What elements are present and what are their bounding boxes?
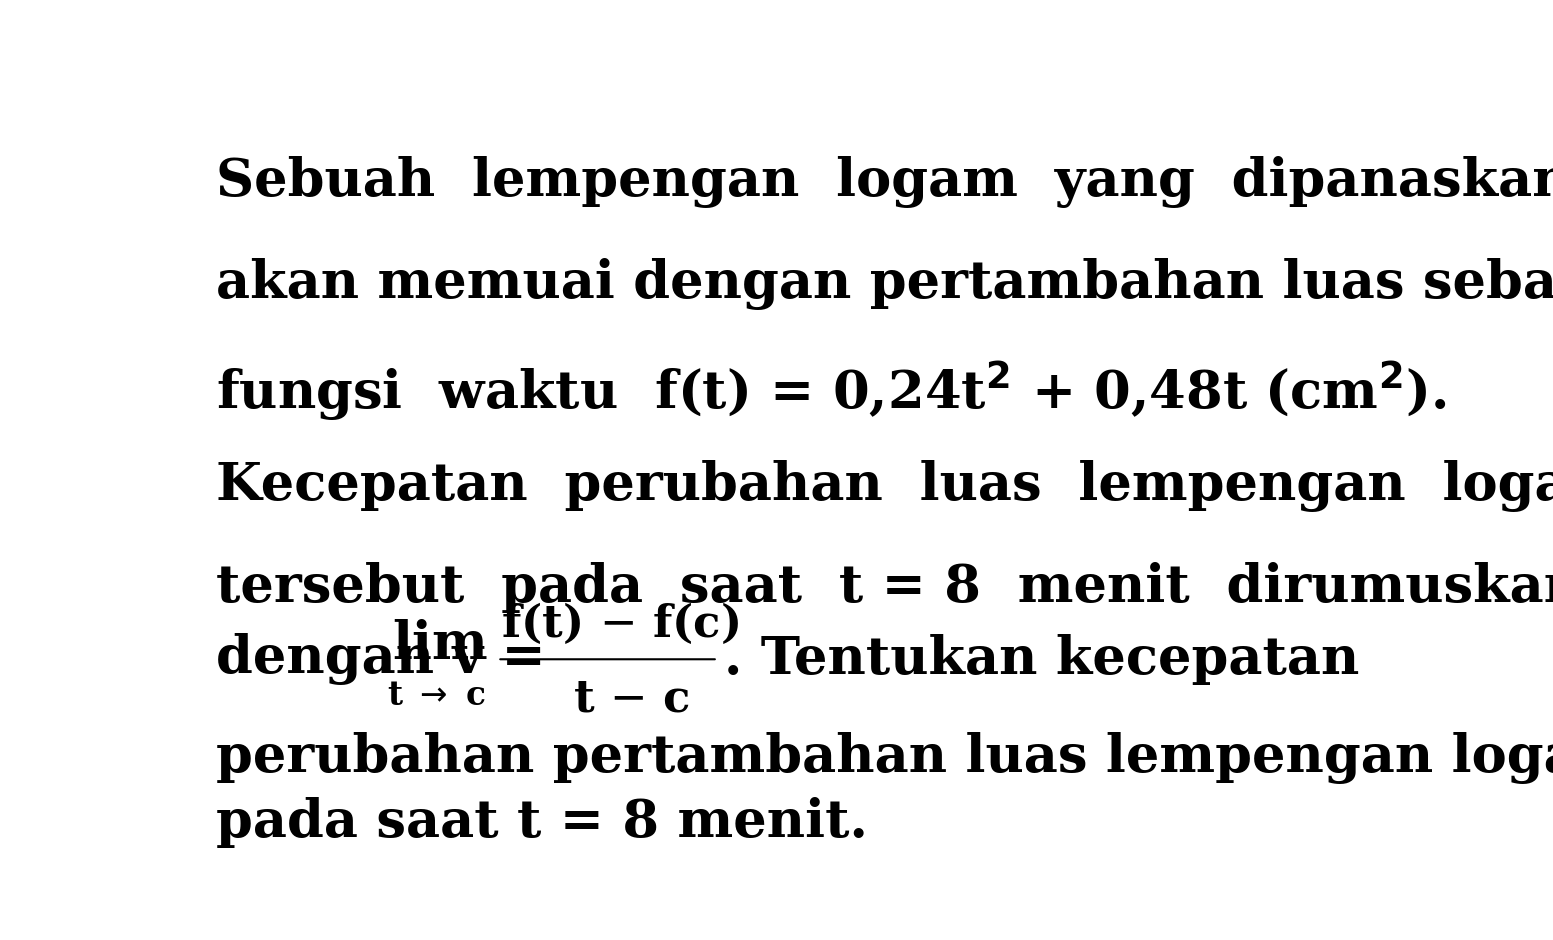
Text: lim: lim bbox=[393, 619, 489, 670]
Text: tersebut  pada  saat  t = 8  menit  dirumuskan: tersebut pada saat t = 8 menit dirumuska… bbox=[216, 561, 1553, 613]
Text: akan memuai dengan pertambahan luas sebagai: akan memuai dengan pertambahan luas seba… bbox=[216, 258, 1553, 309]
Text: Kecepatan  perubahan  luas  lempengan  logam: Kecepatan perubahan luas lempengan logam bbox=[216, 461, 1553, 512]
Text: t $\rightarrow$ c: t $\rightarrow$ c bbox=[387, 679, 486, 712]
Text: . Tentukan kecepatan: . Tentukan kecepatan bbox=[724, 634, 1359, 684]
Text: f(t) $-$ f(c): f(t) $-$ f(c) bbox=[502, 601, 739, 646]
Text: perubahan pertambahan luas lempengan logam: perubahan pertambahan luas lempengan log… bbox=[216, 731, 1553, 784]
Text: fungsi  waktu  f(t) = 0,24t$\mathbf{^{2}}$ + 0,48t (cm$\mathbf{^{2}}$).: fungsi waktu f(t) = 0,24t$\mathbf{^{2}}$… bbox=[216, 359, 1446, 423]
Text: dengan v =: dengan v = bbox=[216, 634, 564, 685]
Text: pada saat t = 8 menit.: pada saat t = 8 menit. bbox=[216, 797, 868, 848]
Text: Sebuah  lempengan  logam  yang  dipanaskan: Sebuah lempengan logam yang dipanaskan bbox=[216, 156, 1553, 209]
Text: t $-$ c: t $-$ c bbox=[573, 678, 690, 721]
